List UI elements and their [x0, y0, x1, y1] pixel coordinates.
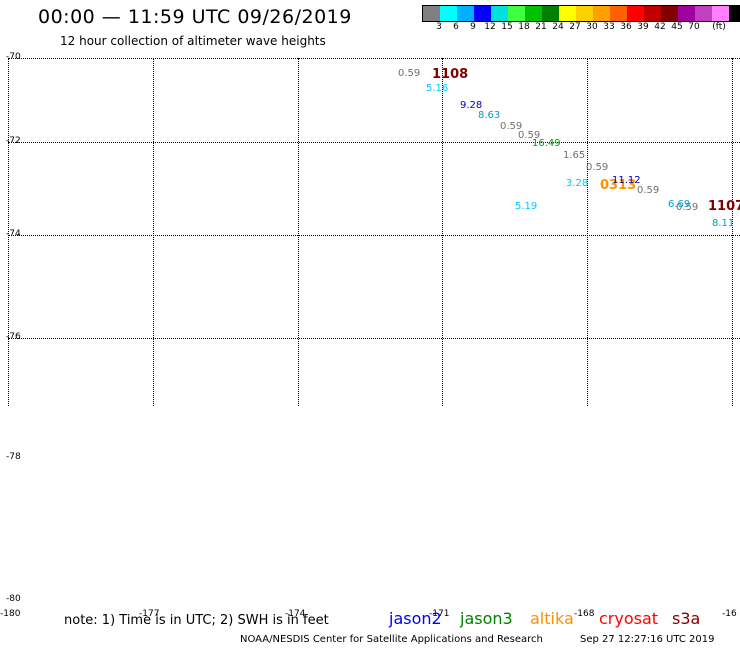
legend-tick-label: 9 [470, 22, 476, 32]
swh-observation: 3.28 [566, 178, 589, 189]
legend-swatch [593, 6, 610, 21]
pass-time-label: 1107 [708, 199, 740, 214]
color-legend [422, 5, 740, 22]
lon-gridline [153, 58, 154, 406]
swh-observation: 9.28 [460, 100, 483, 111]
swh-observation: 6.69 [668, 199, 691, 210]
credit-line: NOAA/NESDIS Center for Satellite Applica… [240, 634, 543, 645]
legend-swatch [712, 6, 729, 21]
lat-label: -78 [6, 452, 21, 462]
lon-label: -174 [285, 609, 306, 619]
legend-swatch [661, 6, 678, 21]
satellite-altika: altika [530, 609, 574, 628]
lat-label: -70 [6, 52, 21, 62]
legend-swatch [457, 6, 474, 21]
lon-label: -171 [429, 609, 450, 619]
lon-gridline [442, 58, 443, 406]
legend-swatch [542, 6, 559, 21]
legend-tick-label: 70 [688, 22, 700, 32]
swh-observation: 0.59 [586, 162, 609, 173]
legend-swatch [440, 6, 457, 21]
legend-swatch [729, 6, 740, 21]
legend-swatch [559, 6, 576, 21]
lon-label: -16 [722, 609, 737, 619]
legend-swatch [576, 6, 593, 21]
swh-observation: 8.63 [478, 110, 501, 121]
legend-swatch [678, 6, 695, 21]
legend-swatch [627, 6, 644, 21]
swh-observation: 8.11 [712, 218, 735, 229]
legend-swatch [423, 6, 440, 21]
color-legend-ticks: 3 6 9 12 15 18 21 24 27 30 33 36 39 42 45 70 (ft) [422, 22, 740, 34]
legend-tick-label: 36 [620, 22, 632, 32]
legend-tick-label: 33 [603, 22, 615, 32]
lat-gridline [8, 142, 740, 143]
generation-timestamp: Sep 27 12:27:16 UTC 2019 [580, 634, 715, 645]
legend-tick-label: 3 [436, 22, 442, 32]
lon-gridline [732, 58, 733, 406]
swh-observation: 1.65 [563, 150, 586, 161]
footer-note: note: 1) Time is in UTC; 2) SWH is in fe… [64, 613, 329, 628]
legend-tick-label: 15 [501, 22, 513, 32]
satellite-jason3: jason3 [460, 609, 513, 628]
swh-observation: 5.19 [515, 201, 538, 212]
swh-observation: 0.59 [500, 121, 523, 132]
legend-unit: (ft) [712, 22, 726, 32]
swh-observation: 0.59 [518, 130, 541, 141]
legend-swatch [644, 6, 661, 21]
legend-tick-label: 30 [586, 22, 598, 32]
legend-tick-label: 42 [654, 22, 666, 32]
legend-swatch [474, 6, 491, 21]
lat-gridline [8, 58, 740, 59]
legend-swatch [491, 6, 508, 21]
map-title: 00:00 — 11:59 UTC 09/26/2019 [38, 6, 352, 28]
lat-label: -74 [6, 229, 21, 239]
legend-tick-label: 39 [637, 22, 649, 32]
legend-swatch [695, 6, 712, 21]
lat-gridline [8, 235, 740, 236]
lon-label: -177 [139, 609, 160, 619]
pass-time-label: 1108 [432, 67, 469, 82]
lat-label: -72 [6, 136, 21, 146]
legend-tick-label: 21 [535, 22, 547, 32]
lat-label: -76 [6, 332, 21, 342]
legend-tick-label: 24 [552, 22, 564, 32]
swh-observation: 0.59 [676, 202, 699, 213]
legend-swatch [508, 6, 525, 21]
swh-observation: 11.12 [612, 175, 641, 186]
swh-observation: 5.16 [426, 83, 449, 94]
swh-observation: 0.59 [637, 185, 660, 196]
satellite-jason2: jason2 [389, 609, 442, 628]
legend-tick-label: 45 [671, 22, 683, 32]
legend-swatch [610, 6, 627, 21]
lon-gridline [298, 58, 299, 406]
lat-gridline [8, 338, 740, 339]
legend-tick-label: 18 [518, 22, 530, 32]
lon-gridline [8, 58, 9, 406]
legend-tick-label: 6 [453, 22, 459, 32]
lat-label: -80 [6, 594, 21, 604]
satellite-s3a: s3a [672, 609, 701, 628]
swh-observation: 16.49 [532, 138, 561, 149]
map-subtitle: 12 hour collection of altimeter wave hei… [60, 34, 326, 48]
legend-swatch [525, 6, 542, 21]
lon-label: -180 [0, 609, 21, 619]
lon-gridline [587, 58, 588, 406]
swh-observation: 0.59 [398, 68, 421, 79]
lon-label: -168 [574, 609, 595, 619]
legend-tick-label: 12 [484, 22, 496, 32]
satellite-cryosat: cryosat [599, 609, 659, 628]
pass-time-label: 0313 [600, 178, 637, 193]
legend-tick-label: 27 [569, 22, 581, 32]
